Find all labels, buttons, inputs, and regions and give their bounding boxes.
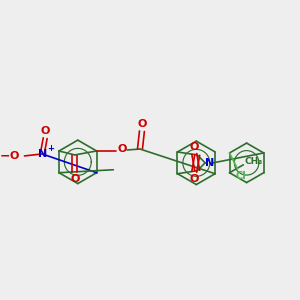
Text: O: O <box>70 174 80 184</box>
Text: O: O <box>118 144 127 154</box>
Text: N: N <box>206 158 215 168</box>
Text: −: − <box>0 149 10 162</box>
Text: O: O <box>190 142 199 152</box>
Text: O: O <box>10 151 19 161</box>
Text: CH₃: CH₃ <box>244 158 262 166</box>
Text: O: O <box>190 174 199 184</box>
Text: N: N <box>38 149 47 159</box>
Text: Cl: Cl <box>236 171 247 181</box>
Text: O: O <box>137 119 147 129</box>
Text: O: O <box>40 126 50 136</box>
Text: +: + <box>46 143 54 152</box>
